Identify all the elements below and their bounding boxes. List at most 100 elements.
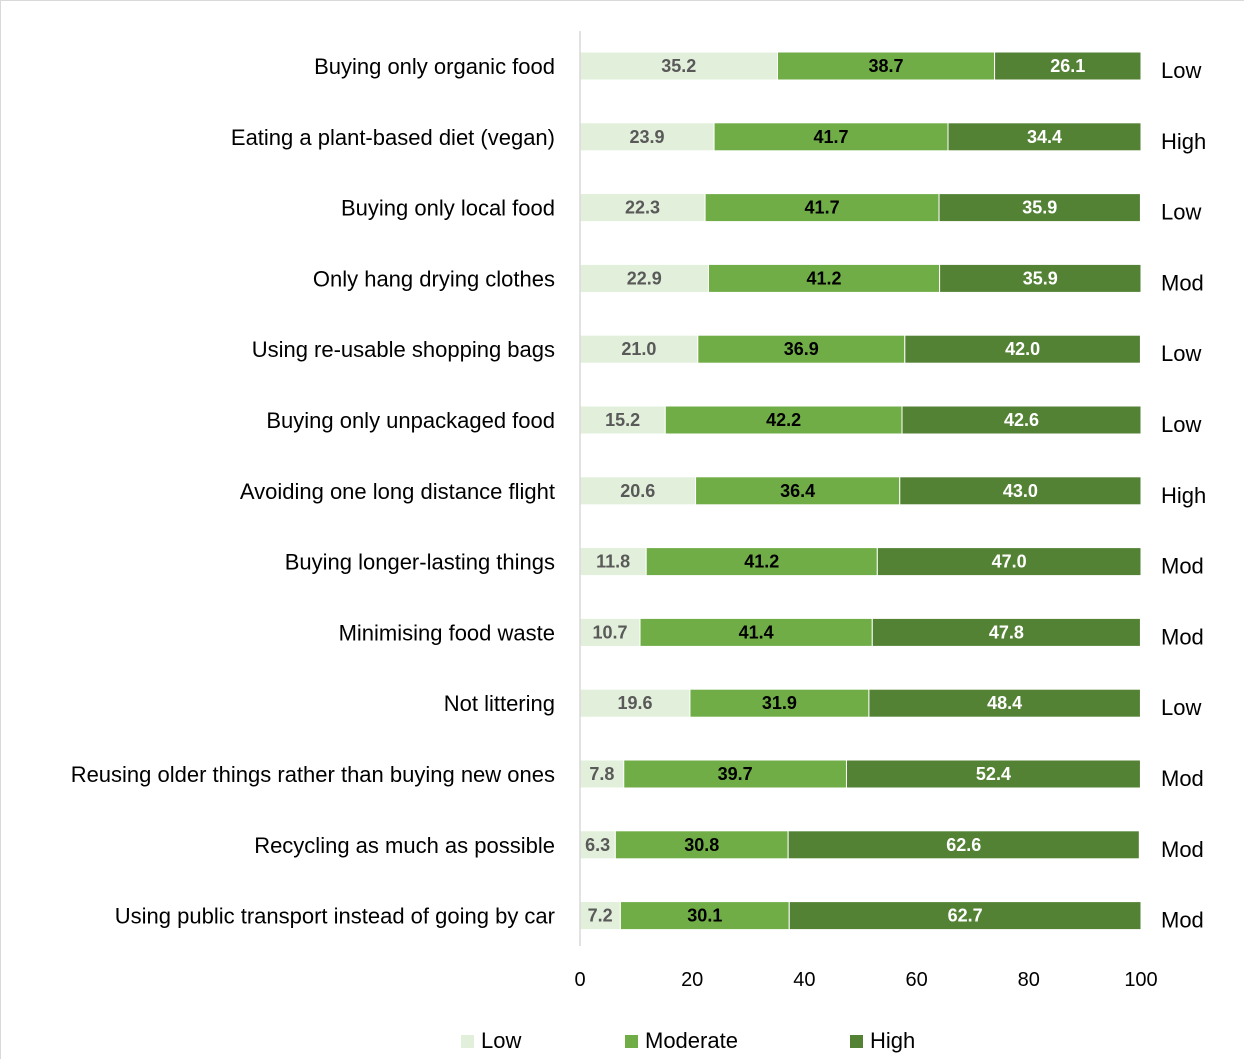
- data-label-moderate: 41.2: [744, 552, 779, 572]
- bar-segment-high: [901, 405, 1142, 435]
- x-axis: 0 20 40 60 80 100: [574, 969, 1157, 991]
- bar-row: 21.0 36.9 42.0: [579, 334, 1141, 364]
- data-label-moderate: 31.9: [762, 693, 797, 713]
- data-label-high: 34.4: [1027, 127, 1062, 147]
- level-label: Low: [1161, 200, 1201, 225]
- category-label: Using re-usable shopping bags: [252, 337, 555, 362]
- bar-segment-low: [579, 830, 616, 860]
- level-label: High: [1161, 129, 1206, 154]
- data-label-low: 11.8: [596, 552, 630, 572]
- data-label-moderate: 42.2: [766, 410, 801, 430]
- legend-item-low: Low: [461, 1028, 521, 1053]
- data-label-high: 47.0: [992, 552, 1027, 572]
- bar-segment-moderate: [664, 405, 903, 435]
- legend-label: Low: [481, 1028, 521, 1053]
- level-labels: Low High Low Mod Low Low High Mod Mod Low Mod Mod Mo…: [1161, 58, 1206, 933]
- data-label-moderate: 41.7: [805, 198, 840, 218]
- legend-label: Moderate: [645, 1028, 738, 1053]
- data-label-high: 35.9: [1022, 198, 1057, 218]
- level-label: Low: [1161, 695, 1201, 720]
- bar-segment-low: [579, 263, 709, 293]
- bar-row: 23.9 41.7 34.4: [579, 122, 1142, 152]
- data-label-high: 48.4: [987, 693, 1022, 713]
- bar-segment-moderate: [695, 476, 901, 506]
- bar-segment-low: [579, 759, 625, 789]
- bar-segment-moderate: [619, 901, 790, 931]
- data-label-high: 52.4: [976, 764, 1011, 784]
- bar-segment-moderate: [645, 547, 878, 577]
- data-label-high: 43.0: [1003, 481, 1038, 501]
- data-label-low: 7.8: [589, 764, 614, 784]
- category-label: Using public transport instead of going …: [115, 904, 555, 929]
- bar-row: 7.2 30.1 62.7: [579, 901, 1142, 931]
- bar-segment-low: [579, 617, 641, 647]
- bar-row: 15.2 42.2 42.6: [579, 405, 1142, 435]
- data-label-high: 47.8: [989, 622, 1024, 642]
- x-tick-label: 40: [793, 969, 815, 991]
- bar-segment-low: [579, 547, 647, 577]
- data-label-moderate: 41.4: [739, 622, 774, 642]
- bar-segment-high: [938, 193, 1141, 223]
- data-label-high: 62.6: [946, 835, 981, 855]
- data-label-low: 23.9: [630, 127, 665, 147]
- legend-swatch: [461, 1035, 474, 1048]
- bar-segment-moderate: [713, 122, 949, 152]
- level-label: Low: [1161, 58, 1201, 83]
- bar-segment-low: [579, 901, 621, 931]
- level-label: Mod: [1161, 270, 1204, 295]
- data-label-moderate: 38.7: [869, 56, 904, 76]
- bar-segment-high: [845, 759, 1141, 789]
- bar-segment-high: [876, 547, 1142, 577]
- bar-segment-moderate: [689, 688, 870, 718]
- category-label: Minimising food waste: [339, 620, 555, 645]
- x-tick-label: 100: [1124, 969, 1157, 991]
- level-label: Low: [1161, 341, 1201, 366]
- category-label: Buying only organic food: [314, 54, 555, 79]
- bar-segment-high: [904, 334, 1141, 364]
- level-label: Mod: [1161, 908, 1204, 933]
- legend-item-high: High: [850, 1028, 915, 1053]
- data-label-high: 35.9: [1023, 268, 1058, 288]
- bar-row: 19.6 31.9 48.4: [579, 688, 1141, 718]
- data-label-low: 22.3: [625, 198, 660, 218]
- data-label-moderate: 41.7: [814, 127, 849, 147]
- data-label-low: 20.6: [620, 481, 655, 501]
- data-label-low: 6.3: [585, 835, 610, 855]
- data-label-low: 19.6: [617, 693, 652, 713]
- bar-segment-moderate: [697, 334, 906, 364]
- bar-row: 20.6 36.4 43.0: [579, 476, 1142, 506]
- bar-segment-high: [939, 263, 1142, 293]
- legend-swatch: [625, 1035, 638, 1048]
- data-label-low: 7.2: [588, 906, 613, 926]
- bar-segment-moderate: [776, 51, 996, 81]
- category-label: Buying only local food: [341, 196, 555, 221]
- bar-segment-low: [579, 688, 691, 718]
- data-label-low: 35.2: [661, 56, 696, 76]
- legend: Low Moderate High: [461, 1028, 915, 1053]
- bar-segment-high: [868, 688, 1141, 718]
- data-label-low: 10.7: [592, 622, 627, 642]
- data-label-moderate: 39.7: [718, 764, 753, 784]
- bar-row: 35.2 38.7 26.1: [579, 51, 1142, 81]
- x-tick-label: 60: [905, 969, 927, 991]
- x-tick-label: 20: [681, 969, 703, 991]
- data-label-low: 22.9: [627, 268, 662, 288]
- data-label-high: 26.1: [1050, 56, 1085, 76]
- category-label: Eating a plant-based diet (vegan): [231, 125, 555, 150]
- level-label: Mod: [1161, 837, 1204, 862]
- bar-segment-high: [788, 901, 1142, 931]
- category-labels: Buying only organic food Eating a plant-b…: [71, 54, 555, 929]
- category-label: Buying longer-lasting things: [285, 550, 555, 575]
- category-label: Recycling as much as possible: [254, 833, 555, 858]
- data-label-low: 21.0: [621, 339, 656, 359]
- category-label: Not littering: [444, 691, 555, 716]
- bar-row: 11.8 41.2 47.0: [579, 547, 1142, 577]
- level-label: Mod: [1161, 766, 1204, 791]
- bar-segment-high: [899, 476, 1142, 506]
- x-tick-label: 80: [1018, 969, 1040, 991]
- data-label-high: 42.6: [1004, 410, 1039, 430]
- data-label-moderate: 41.2: [807, 268, 842, 288]
- bars-layer: 35.2 38.7 26.1 23.9 41.7 34.4 22.3 41.7 35.9 22.9…: [579, 51, 1142, 931]
